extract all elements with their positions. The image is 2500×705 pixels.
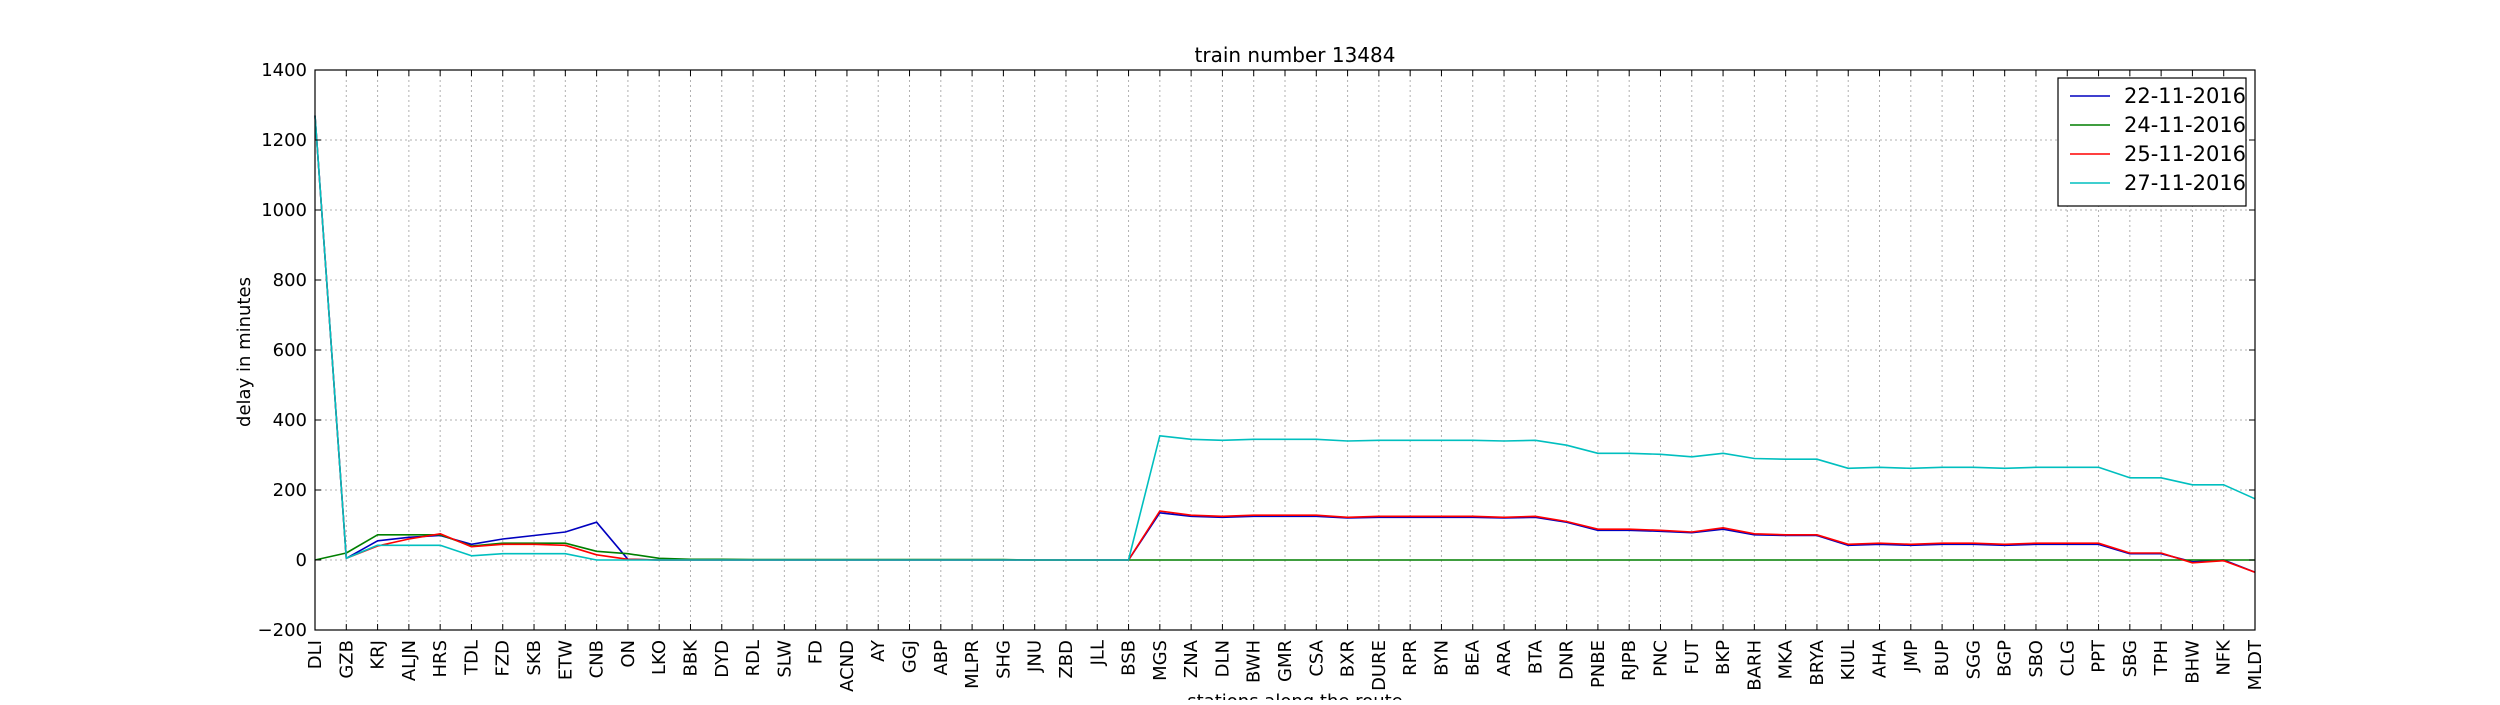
series-line-1 xyxy=(314,115,2256,574)
x-tick-label: JMP xyxy=(1901,640,1922,673)
y-tick-label: 800 xyxy=(273,270,307,291)
x-tick-label: BWH xyxy=(1244,640,1265,683)
x-tick-label: NFK xyxy=(2214,639,2235,676)
y-tick-label: 1400 xyxy=(261,60,307,81)
series-line-4 xyxy=(314,115,2256,561)
x-tick-label: SBO xyxy=(2026,640,2047,678)
x-tick-label: BTA xyxy=(1525,639,1546,674)
x-tick-label: RDL xyxy=(743,640,764,676)
x-tick-label: ETW xyxy=(555,640,576,680)
x-tick-label: KRJ xyxy=(368,640,389,670)
x-tick-label: FD xyxy=(806,640,827,664)
x-tick-label: BBK xyxy=(680,639,701,677)
plot-series xyxy=(314,115,2256,574)
x-tick-label: BRYA xyxy=(1807,639,1828,685)
x-tick-label: ARA xyxy=(1494,639,1515,676)
legend-label: 27-11-2016 xyxy=(2124,171,2246,195)
x-tick-label: RJPB xyxy=(1619,640,1640,681)
y-tick-label: 1200 xyxy=(261,130,307,151)
series-line-3 xyxy=(314,115,2256,574)
y-tick-label: 200 xyxy=(273,480,307,501)
x-tick-label: PNBE xyxy=(1588,640,1609,688)
y-tick-label: 400 xyxy=(273,410,307,431)
x-tick-label: ACND xyxy=(837,640,858,692)
x-tick-label: FUT xyxy=(1682,639,1703,675)
y-tick-label: 0 xyxy=(296,550,307,571)
x-tick-label: ON xyxy=(618,640,639,668)
x-tick-label: AY xyxy=(868,639,889,662)
x-tick-label: BUP xyxy=(1932,640,1953,677)
x-tick-label: ALJN xyxy=(399,640,420,681)
grid-lines xyxy=(314,69,2256,631)
legend-label: 25-11-2016 xyxy=(2124,142,2246,166)
x-tick-label: DNR xyxy=(1557,640,1578,680)
x-tick-label: BXR xyxy=(1338,640,1359,677)
x-tick-label: SKB xyxy=(524,640,545,676)
x-tick-label: ZBD xyxy=(1056,640,1077,679)
x-tick-label: DURE xyxy=(1369,640,1390,691)
y-tick-label: −200 xyxy=(258,620,307,641)
x-tick-label: ZNA xyxy=(1181,639,1202,678)
x-tick-label: CSA xyxy=(1306,639,1327,676)
x-tick-label: DLN xyxy=(1212,640,1233,677)
x-tick-label: FZD xyxy=(493,640,514,677)
x-tick-label: GMR xyxy=(1275,640,1296,682)
x-tick-label: PNC xyxy=(1650,640,1671,677)
x-tick-label: CLG xyxy=(2057,640,2078,677)
x-tick-label: BSB xyxy=(1119,640,1140,676)
x-tick-label: MKA xyxy=(1776,639,1797,679)
x-tick-label: MLDT xyxy=(2245,639,2266,690)
x-tick-label: TPH xyxy=(2151,640,2172,676)
legend: 22-11-2016 24-11-2016 25-11-2016 27-11-2016 xyxy=(2057,77,2247,207)
x-axis-label: stations along the route xyxy=(1187,691,1402,700)
x-tick-label: BARH xyxy=(1744,640,1765,691)
x-tick-label: PPT xyxy=(2089,639,2110,673)
x-tick-label: BGP xyxy=(1995,640,2016,677)
x-tick-label: BHW xyxy=(2182,640,2203,684)
x-tick-label: TDL xyxy=(461,640,482,676)
x-tick-label: RPR xyxy=(1400,640,1421,676)
x-tick-label: CNB xyxy=(587,640,608,678)
x-tick-label: BEA xyxy=(1463,639,1484,676)
series-line-2 xyxy=(314,533,2255,561)
x-tick-label: GZB xyxy=(336,640,357,679)
x-tick-label: SHG xyxy=(993,640,1014,679)
x-tick-label: AHA xyxy=(1870,639,1891,678)
y-axis-label: delay in minutes xyxy=(234,277,255,427)
x-tick-label: ABP xyxy=(931,640,952,676)
x-tick-label: LKO xyxy=(649,640,670,675)
x-tick-label: DLI xyxy=(305,640,326,669)
x-tick-label: SBG xyxy=(2120,640,2141,677)
x-tick-label: HRS xyxy=(430,640,451,677)
x-tick-label: BYN xyxy=(1431,640,1452,676)
x-tick-label: SLW xyxy=(774,640,795,678)
x-tick-label: KIUL xyxy=(1838,640,1859,680)
axes: −200 0 200 400 600 800 1000 1200 1400 DLI GZB KRJ AL… xyxy=(258,60,2266,692)
y-tick-label: 600 xyxy=(273,340,307,361)
legend-box xyxy=(2057,77,2247,207)
x-tick-label: BKP xyxy=(1713,640,1734,675)
legend-label: 24-11-2016 xyxy=(2124,113,2246,137)
y-tick-label: 1000 xyxy=(261,200,307,221)
x-tick-label: JLL xyxy=(1087,640,1108,666)
x-tick-label: MGS xyxy=(1150,640,1171,681)
chart-title: train number 13484 xyxy=(1195,43,1396,67)
legend-label: 22-11-2016 xyxy=(2124,84,2246,108)
x-tick-label: MLPR xyxy=(962,640,983,689)
x-tick-label: GGJ xyxy=(900,640,921,673)
x-tick-label: JNU xyxy=(1025,640,1046,673)
plot-frame xyxy=(314,69,2256,631)
x-tick-label: DYD xyxy=(712,640,733,678)
x-tick-label: SGG xyxy=(1963,640,1984,679)
